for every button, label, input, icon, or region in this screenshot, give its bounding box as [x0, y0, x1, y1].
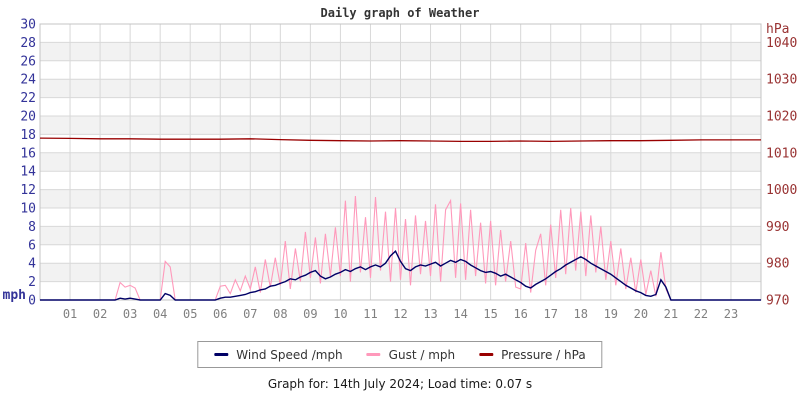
x-axis-tick-label: 22	[694, 307, 708, 321]
left-axis-tick-label: 2	[28, 275, 36, 290]
x-axis-tick-label: 15	[483, 307, 497, 321]
x-axis-tick-label: 10	[333, 307, 347, 321]
right-axis-unit-label: hPa	[766, 22, 789, 37]
x-axis-tick-label: 17	[543, 307, 557, 321]
x-axis-tick-label: 21	[664, 307, 678, 321]
x-axis-tick-label: 14	[453, 307, 467, 321]
x-axis-tick-label: 20	[634, 307, 648, 321]
right-axis-tick-label: 980	[766, 257, 789, 272]
x-axis-tick-label: 12	[393, 307, 407, 321]
left-axis-tick-label: 14	[20, 165, 36, 180]
legend-item-gust: Gust / mph	[366, 347, 456, 362]
legend-label-pressure: Pressure / hPa	[501, 347, 586, 362]
x-axis-tick-label: 02	[93, 307, 107, 321]
pressure-line-swatch	[479, 353, 494, 356]
left-axis-tick-label: 26	[20, 54, 36, 69]
footer-caption: Graph for: 14th July 2024; Load time: 0.…	[267, 377, 533, 391]
left-axis-unit-label: mph	[3, 288, 26, 303]
x-axis-tick-label: 23	[724, 307, 738, 321]
legend-item-pressure: Pressure / hPa	[479, 348, 586, 362]
legend-item-wind-speed: Wind Speed /mph	[214, 347, 343, 362]
gust-line-swatch	[366, 353, 381, 356]
x-axis-tick-label: 07	[243, 307, 257, 321]
left-axis-tick-label: 18	[20, 128, 36, 143]
x-axis-tick-label: 16	[513, 307, 527, 321]
x-axis-tick-label: 19	[604, 307, 618, 321]
legend-label-gust: Gust / mph	[388, 347, 456, 362]
left-axis-tick-label: 28	[20, 36, 36, 51]
legend: Wind Speed /mph Gust / mph Pressure / hP…	[197, 341, 603, 368]
x-axis-tick-label: 09	[303, 307, 317, 321]
left-axis-tick-label: 22	[20, 91, 36, 106]
x-axis-tick-label: 05	[183, 307, 197, 321]
pressure-line	[39, 137, 761, 143]
chart-title: Daily graph of Weather	[320, 6, 480, 20]
left-axis-tick-label: 4	[28, 257, 36, 272]
wind-speed-line	[40, 250, 761, 301]
x-axis-tick-label: 03	[123, 307, 137, 321]
left-axis-tick-label: 0	[28, 294, 36, 309]
left-axis-tick-label: 8	[28, 220, 36, 235]
x-axis-tick-label: 11	[363, 307, 377, 321]
x-axis-tick-label: 01	[63, 307, 77, 321]
left-axis-tick-label: 20	[20, 110, 36, 125]
left-axis-tick-label: 24	[20, 73, 36, 88]
right-axis-tick-label: 1040	[766, 36, 797, 51]
x-axis-tick-label: 06	[213, 307, 227, 321]
left-axis-tick-label: 12	[20, 183, 36, 198]
right-axis-tick-label: 1010	[766, 146, 797, 161]
right-axis-tick-label: 1020	[766, 110, 797, 125]
right-axis-tick-label: 1030	[766, 73, 797, 88]
left-axis-tick-label: 30	[20, 18, 36, 33]
x-axis-tick-label: 04	[153, 307, 167, 321]
x-axis-tick-label: 18	[574, 307, 588, 321]
right-axis-tick-label: 1000	[766, 183, 797, 198]
x-axis-tick-label: 13	[423, 307, 437, 321]
x-axis-tick-label: 08	[273, 307, 287, 321]
wind-speed-line-swatch	[214, 353, 229, 356]
right-axis-tick-label: 970	[766, 294, 789, 309]
left-axis-tick-label: 16	[20, 146, 36, 161]
left-axis-tick-label: 10	[20, 202, 36, 217]
left-axis-tick-label: 6	[28, 238, 36, 253]
plot-border	[39, 23, 762, 301]
right-axis-tick-label: 990	[766, 220, 789, 235]
legend-label-wind-speed: Wind Speed /mph	[236, 347, 343, 362]
